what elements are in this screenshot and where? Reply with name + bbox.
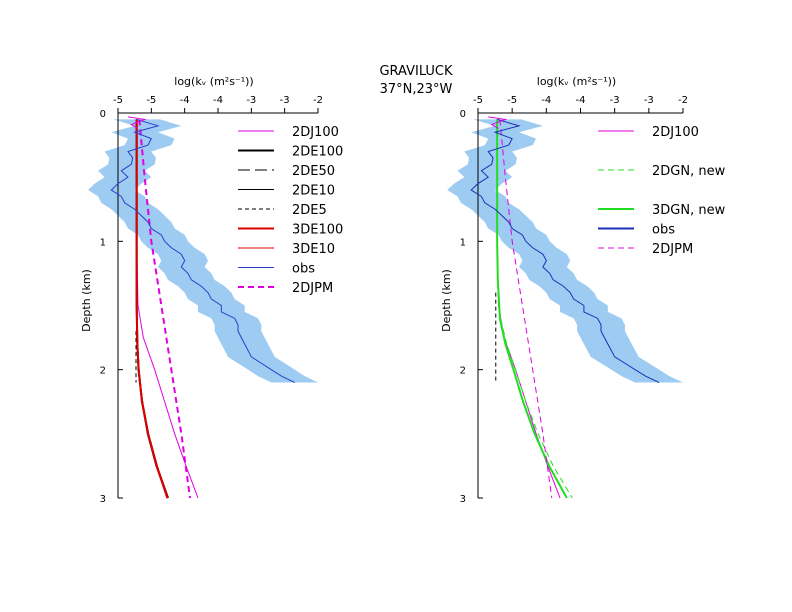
x-tick-label: -5 [113, 95, 123, 106]
legend-label-2dj100: 2DJ100 [292, 125, 339, 140]
y-tick-label: 3 [460, 494, 466, 505]
y-tick-label: 0 [100, 109, 106, 120]
y-tick-label: 1 [460, 237, 466, 248]
legend-label-3dgn-new: 3DGN, new [652, 203, 726, 218]
x-tick-label: -5 [473, 95, 483, 106]
series-obs [110, 118, 295, 383]
x-tick-label: -2 [313, 95, 323, 106]
legend-label-3de10: 3DE10 [292, 242, 335, 257]
y-tick-label: 1 [100, 237, 106, 248]
left-panel: -5 -5 -4 -4 -3 -3 -2 0 1 2 3 log(kᵥ (m²s⁻¹)) Depth (… [80, 75, 343, 505]
y-axis-title: Depth (km) [80, 269, 93, 332]
legend-label-obs: obs [292, 262, 315, 277]
y-tick-label: 3 [100, 494, 106, 505]
x-tick-label: -2 [678, 95, 688, 106]
legend-label-2dgn-new: 2DGN, new [652, 164, 726, 179]
obs-uncertainty-band [447, 119, 683, 383]
x-tick-label: -3 [280, 95, 290, 106]
legend-label-2de5: 2DE5 [292, 203, 327, 218]
legend-label-2de50: 2DE50 [292, 164, 335, 179]
x-axis-title: log(kᵥ (m²s⁻¹)) [174, 75, 253, 88]
x-tick-label: -5 [507, 95, 517, 106]
legend-label-2djpm: 2DJPM [652, 242, 693, 257]
surface-marks [488, 116, 508, 129]
x-tick-label: -3 [246, 95, 256, 106]
y-axis-title: Depth (km) [440, 269, 453, 332]
x-tick-label: -4 [213, 95, 223, 106]
chart-title-line1: GRAVILUCK [379, 64, 453, 79]
legend-label-2dj100: 2DJ100 [652, 125, 699, 140]
x-tick-label: -4 [576, 95, 586, 106]
y-tick-label: 2 [100, 366, 106, 377]
series-obs [470, 118, 660, 383]
legend-label-3de100: 3DE100 [292, 223, 343, 238]
obs-uncertainty-band [88, 119, 318, 383]
x-axis-title: log(kᵥ (m²s⁻¹)) [537, 75, 616, 88]
surface-marks [127, 116, 147, 129]
right-panel: -5 -5 -4 -4 -3 -3 -2 0 1 2 3 log(kᵥ (m²s⁻¹)) Depth (… [440, 75, 726, 505]
series-3dgn-new [496, 119, 568, 499]
x-tick-label: -5 [146, 95, 156, 106]
legend-label-2djpm: 2DJPM [292, 281, 333, 296]
chart-title-line2: 37°N,23°W [380, 82, 453, 97]
legend-label-2de10: 2DE10 [292, 184, 335, 199]
x-tick-label: -3 [610, 95, 620, 106]
y-tick-label: 2 [460, 366, 466, 377]
series-3de10 [136, 119, 169, 499]
legend-label-2de100: 2DE100 [292, 145, 343, 160]
y-tick-label: 0 [460, 109, 466, 120]
legend-label-obs: obs [652, 223, 675, 238]
x-tick-label: -4 [541, 95, 551, 106]
x-tick-label: -3 [644, 95, 654, 106]
x-tick-label: -4 [180, 95, 190, 106]
